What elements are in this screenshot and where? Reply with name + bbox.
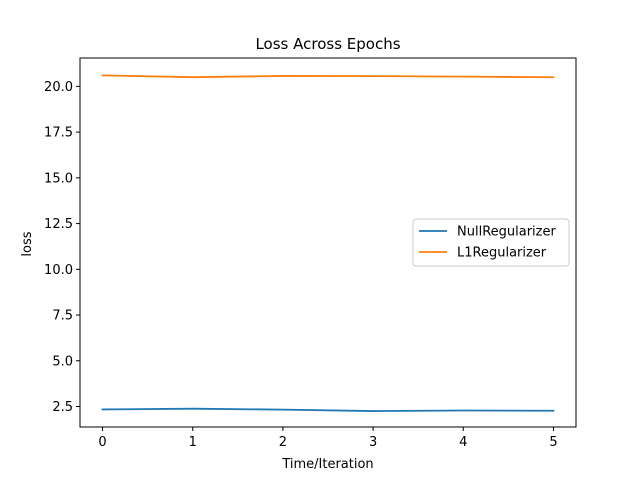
series-line-l1regularizer bbox=[101, 74, 555, 79]
chart-title: Loss Across Epochs bbox=[255, 35, 400, 53]
y-tick-label: 15.0 bbox=[44, 171, 73, 186]
x-axis-title: Time/Iteration bbox=[281, 457, 373, 472]
y-tick-label: 17.5 bbox=[44, 126, 73, 141]
y-tick-label: 12.5 bbox=[44, 217, 73, 232]
legend-box bbox=[412, 218, 570, 267]
series-line-nullregularizer bbox=[101, 407, 555, 412]
y-tick-label: 2.5 bbox=[52, 400, 73, 415]
y-tick-label: 20.0 bbox=[44, 80, 73, 95]
x-tick-label: 5 bbox=[549, 435, 557, 450]
y-tick-label: 5.0 bbox=[52, 354, 73, 369]
x-tick-label: 3 bbox=[369, 435, 377, 450]
y-tick-label: 7.5 bbox=[52, 309, 73, 324]
x-tick-label: 1 bbox=[189, 435, 197, 450]
x-tick-label: 4 bbox=[459, 435, 467, 450]
plot-frame bbox=[79, 57, 577, 428]
x-tick-label: 2 bbox=[279, 435, 287, 450]
y-axis-title: loss bbox=[20, 231, 35, 256]
y-axis: 2.5 5.0 7.5 10.0 12.5 15.0 17.5 20.0 bbox=[44, 80, 80, 415]
plot-area bbox=[79, 57, 577, 428]
legend-entry-label: L1Regularizer bbox=[457, 246, 547, 261]
legend: NullRegularizer L1Regularizer bbox=[412, 218, 570, 267]
y-tick-label: 10.0 bbox=[44, 263, 73, 278]
legend-entry-label: NullRegularizer bbox=[457, 225, 556, 240]
series-lines bbox=[101, 74, 555, 412]
x-tick-label: 0 bbox=[98, 435, 106, 450]
x-axis: 0 1 2 3 4 5 bbox=[98, 427, 558, 450]
